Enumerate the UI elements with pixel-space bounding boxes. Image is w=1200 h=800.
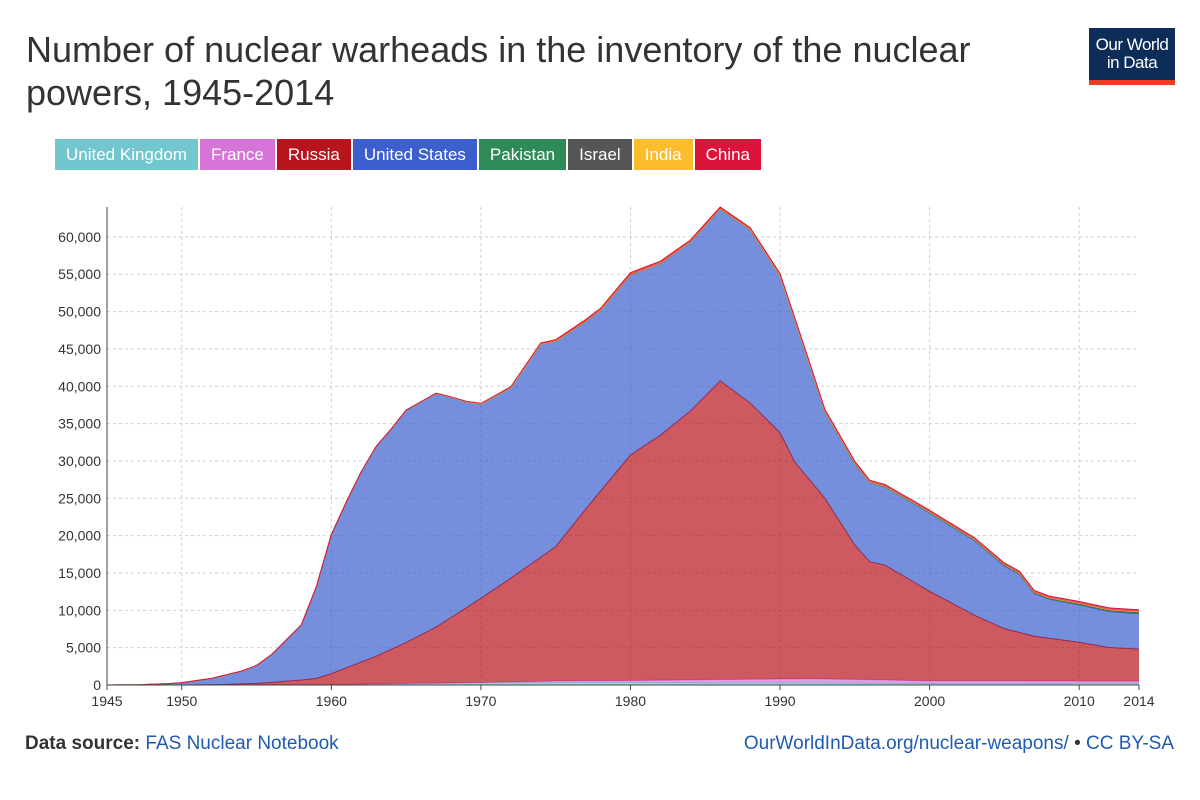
legend-item-china[interactable]: China (694, 139, 761, 170)
area-russia[interactable] (107, 380, 1139, 685)
y-tick-label: 35,000 (58, 416, 101, 432)
y-tick-label: 60,000 (58, 229, 101, 245)
footer-separator: • (1074, 733, 1081, 754)
y-tick-label: 55,000 (58, 266, 101, 282)
x-tick-label: 1990 (764, 693, 795, 709)
y-tick-label: 0 (93, 677, 101, 693)
area-edge-china (106, 206, 1140, 686)
x-tick-label: 1960 (316, 693, 347, 709)
legend-item-united-kingdom[interactable]: United Kingdom (55, 139, 198, 170)
footer-credit: OurWorldInData.org/nuclear-weapons/ • CC… (744, 733, 1174, 755)
y-tick-label: 15,000 (58, 565, 101, 581)
x-tick-label: 1950 (166, 693, 197, 709)
x-tick-label: 2010 (1064, 693, 1095, 709)
license-link[interactable]: CC BY-SA (1086, 733, 1174, 754)
x-tick-label: 2014 (1123, 693, 1154, 709)
y-tick-label: 50,000 (58, 304, 101, 320)
x-tick-label: 1970 (465, 693, 496, 709)
y-tick-label: 20,000 (58, 528, 101, 544)
legend-item-russia[interactable]: Russia (276, 139, 351, 170)
chart-legend: United Kingdom France Russia United States P… (55, 139, 763, 170)
y-tick-label: 10,000 (58, 602, 101, 618)
legend-item-united-states[interactable]: United States (352, 139, 477, 170)
chart-title: Number of nuclear warheads in the invent… (26, 29, 971, 113)
area-series (106, 206, 1140, 686)
y-tick-label: 45,000 (58, 341, 101, 357)
legend-item-israel[interactable]: Israel (568, 139, 632, 170)
logo-line-2: in Data (1106, 53, 1158, 72)
source-label: Data source: (25, 733, 141, 754)
y-tick-label: 30,000 (58, 453, 101, 469)
axes: 0 5,000 10,000 15,000 20,000 25,000 30,000 35,0… (58, 207, 1155, 709)
logo-line-1: Our World (1095, 35, 1169, 54)
area-united-states[interactable] (107, 209, 1139, 685)
owid-url-link[interactable]: OurWorldInData.org/nuclear-weapons/ (743, 733, 1069, 754)
x-tick-label: 1945 (91, 693, 122, 709)
data-source: Data source: FAS Nuclear Notebook (25, 733, 339, 755)
owid-logo[interactable]: Our World in Data (1089, 28, 1175, 85)
y-tick-label: 5,000 (66, 640, 101, 656)
y-tick-label: 40,000 (58, 378, 101, 394)
legend-item-pakistan[interactable]: Pakistan (478, 139, 567, 170)
x-tick-label: 2000 (914, 693, 945, 709)
legend-item-india[interactable]: India (633, 139, 693, 170)
legend-item-france[interactable]: France (199, 139, 275, 170)
x-tick-label: 1980 (615, 693, 646, 709)
y-tick-label: 25,000 (58, 490, 101, 506)
source-link[interactable]: FAS Nuclear Notebook (145, 733, 339, 754)
